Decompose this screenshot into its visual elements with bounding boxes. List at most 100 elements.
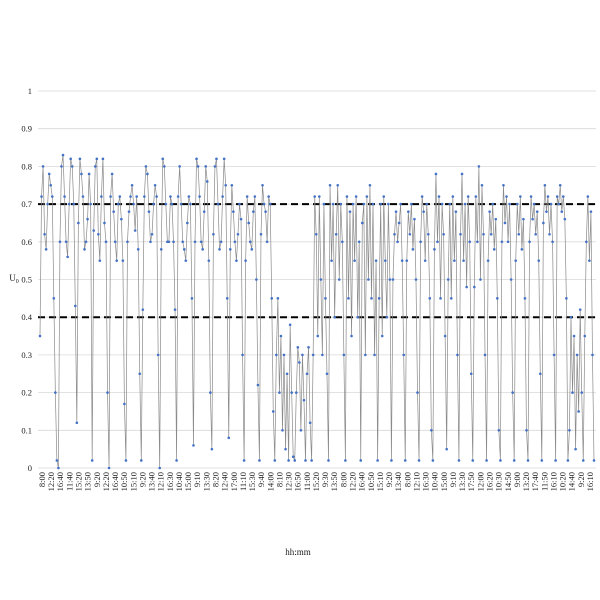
data-point (339, 202, 343, 206)
data-point (278, 391, 281, 394)
data-point (566, 459, 570, 462)
data-point (466, 195, 470, 198)
data-point (72, 202, 76, 206)
data-point (291, 455, 295, 458)
data-point (554, 459, 557, 462)
data-point (534, 232, 537, 236)
data-point (86, 217, 89, 221)
data-point (281, 429, 284, 432)
data-point (310, 459, 313, 462)
data-point (548, 232, 551, 236)
data-point (101, 157, 105, 161)
data-point (308, 421, 312, 425)
y-axis-title: U0 (9, 273, 19, 285)
data-point (523, 297, 527, 300)
data-point (522, 217, 525, 221)
data-point (81, 195, 85, 198)
x-tick-label: 14:50 (503, 472, 513, 491)
x-tick-label: 9:20 (384, 472, 394, 487)
data-point (469, 372, 473, 376)
y-tick-label: 0.1 (21, 425, 32, 435)
data-point (241, 353, 244, 357)
x-tick-label: 15:10 (128, 472, 138, 491)
data-point (419, 240, 422, 244)
data-point (413, 217, 416, 221)
data-point (144, 165, 148, 168)
data-point (109, 195, 112, 198)
data-point (121, 259, 125, 262)
x-tick-label: 9:20 (576, 472, 586, 487)
x-tick-label: 15:20 (311, 472, 321, 491)
data-point (255, 278, 258, 281)
data-point (410, 202, 413, 206)
data-point (84, 240, 88, 244)
data-point (132, 202, 135, 206)
data-point (259, 232, 263, 236)
data-point (325, 372, 329, 376)
data-point (146, 172, 149, 176)
data-point (46, 202, 49, 206)
data-point (127, 210, 131, 213)
x-tick-label: 13:30 (457, 472, 467, 491)
data-point (499, 459, 502, 462)
data-point (488, 210, 491, 213)
data-point (397, 221, 401, 225)
data-point (316, 334, 320, 338)
data-point (49, 183, 53, 187)
data-point (313, 195, 317, 198)
x-tick-label: 8:10 (274, 472, 284, 487)
data-point (479, 278, 482, 281)
data-point (376, 459, 379, 462)
data-point (423, 259, 427, 262)
x-tick-label: 9:00 (512, 472, 522, 487)
data-point (227, 436, 231, 440)
data-point (104, 240, 108, 244)
data-point (436, 240, 439, 244)
x-tick-label: 12:20 (46, 472, 56, 491)
data-point (314, 232, 318, 236)
data-point (265, 240, 269, 244)
x-tick-label: 15:00 (439, 472, 449, 491)
data-point (182, 248, 186, 251)
data-point (437, 195, 441, 198)
data-point (275, 353, 278, 357)
data-point (77, 221, 80, 225)
data-point (268, 202, 272, 206)
data-point (54, 391, 57, 394)
data-point (212, 232, 215, 236)
data-point (279, 334, 283, 338)
data-point (262, 202, 266, 206)
data-point (368, 183, 372, 187)
data-point (351, 202, 355, 206)
data-point (420, 195, 424, 198)
data-point (572, 334, 576, 338)
x-tick-label: 11:50 (539, 472, 549, 491)
data-point (245, 195, 249, 198)
data-point (196, 165, 200, 168)
data-point (394, 210, 398, 213)
data-point (193, 240, 197, 244)
data-point (407, 210, 410, 213)
data-point (333, 315, 336, 319)
data-point (155, 195, 158, 198)
data-point (580, 391, 584, 394)
data-point (433, 248, 436, 251)
data-point (296, 346, 300, 349)
data-point (365, 195, 369, 198)
data-point (158, 466, 161, 470)
data-point (585, 240, 588, 244)
data-point (250, 248, 254, 251)
data-point (89, 202, 92, 206)
data-point (61, 153, 65, 157)
data-point (348, 210, 352, 213)
data-point (285, 372, 289, 376)
data-point (149, 240, 152, 244)
data-point (399, 202, 402, 206)
data-point (172, 240, 175, 244)
x-tick-label: 13:30 (201, 472, 211, 491)
data-point (236, 232, 240, 236)
data-point (370, 297, 373, 300)
x-tick-label: 12:20 (347, 472, 357, 491)
data-point (379, 202, 382, 206)
data-point (454, 210, 458, 213)
